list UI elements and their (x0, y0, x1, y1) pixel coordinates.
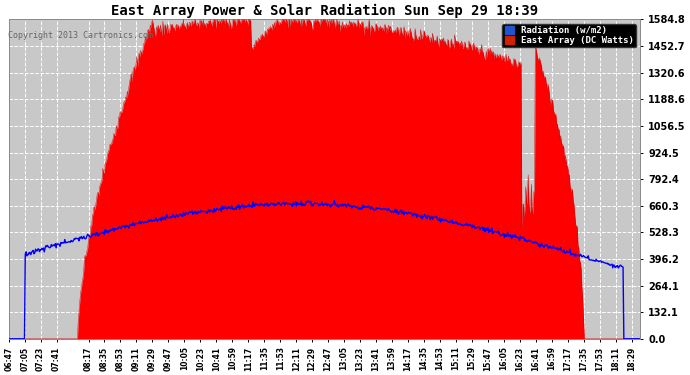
Text: Copyright 2013 Cartronics.com: Copyright 2013 Cartronics.com (8, 30, 153, 39)
Legend: Radiation (w/m2), East Array (DC Watts): Radiation (w/m2), East Array (DC Watts) (502, 24, 636, 47)
Title: East Array Power & Solar Radiation Sun Sep 29 18:39: East Array Power & Solar Radiation Sun S… (111, 4, 538, 18)
